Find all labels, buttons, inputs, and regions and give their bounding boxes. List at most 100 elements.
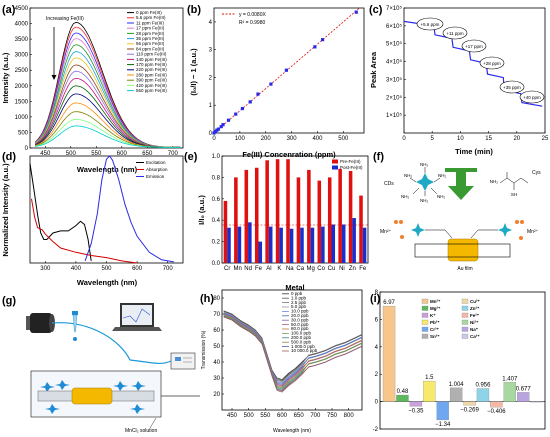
panel-b-points: [212, 8, 360, 135]
x-tick-label: Na: [286, 266, 294, 272]
bar: [517, 392, 530, 402]
y-tick-label: 500: [18, 130, 29, 136]
light-source-icon: [26, 313, 55, 333]
bar: [476, 388, 490, 402]
x-tick-label: 450: [40, 151, 51, 157]
legend-label: 56 ppm Fe(III): [136, 41, 165, 46]
x-tick-label: 100: [235, 136, 246, 142]
legend-label: Mg²⁺: [430, 306, 441, 311]
legend-label: 170 ppm Fe(III): [136, 62, 167, 67]
legend-label: 500.0 ppb: [291, 339, 312, 344]
y-tick-label: 0.0: [212, 261, 221, 267]
bar: [223, 200, 228, 263]
step-label: +40 ppm: [523, 95, 541, 100]
panel-h-xlabel: Wavelength (nm): [273, 428, 311, 434]
step-label: +17 ppm: [465, 44, 483, 49]
y-tick-label: 0: [25, 146, 29, 152]
bar: [279, 227, 283, 263]
x-tick-label: Ca: [296, 266, 304, 272]
transmission-line: [223, 315, 363, 391]
bar: [530, 401, 543, 403]
cds-label: CDs: [384, 181, 394, 187]
y-tick-label: 2: [209, 75, 213, 81]
x-tick-label: Fe: [359, 266, 367, 272]
y-tick-label: 6×10⁵: [386, 23, 403, 30]
y-tick-label: 3: [209, 48, 213, 54]
panel-i-bars: 6.97 0.48 −0.35 1.5 −1.34 1.004 −0.269 0.956 −0.…: [382, 300, 543, 428]
step-label: +5.6 ppm: [421, 22, 440, 27]
y-tick-label: 1×10⁵: [386, 112, 403, 119]
x-tick-label: 800: [344, 413, 355, 419]
legend-label: Na⁺: [470, 327, 479, 332]
x-tick-label: Zn: [349, 266, 356, 272]
x-tick-label: 300: [287, 136, 298, 142]
data-point: [240, 106, 245, 111]
panel-c: (c) 0 5 10 15 20 25 1×10⁵ 2×10⁵ 3×10⁵ 4×10⁵ 5×10⁵ 6…: [369, 4, 549, 156]
x-tick-label: 0: [212, 136, 216, 142]
y-tick-label: 1000: [15, 115, 29, 121]
panel-a: (a) 450 500 550 600 650 700 0 500 1000 1500 2000 25…: [1, 4, 184, 174]
legend-label: Zn²⁺: [470, 306, 480, 311]
x-tick-label: 400: [71, 266, 82, 272]
y-tick-label: 0.4: [212, 218, 221, 224]
spectrometer-icon: [170, 352, 196, 370]
panel-b-frame: [213, 7, 365, 134]
panel-a-ticks: 450 500 550 600 650 700 0 500 1000 1500 2000 2500 30…: [15, 6, 179, 157]
legend-label: 0 ppm Fe(III): [136, 10, 162, 15]
data-point: [313, 45, 317, 49]
green-down-arrow-icon: [445, 168, 477, 200]
panel-h-curves: [223, 310, 363, 393]
mn-ion-label-left: Mn²⁺: [380, 229, 392, 235]
step-bubble: [442, 26, 468, 40]
panel-b-r2: R² = 0.9980: [239, 20, 265, 26]
panel-d-legend: Excitation Absorption Emission: [136, 160, 168, 179]
au-film-segment: [71, 387, 113, 405]
x-tick-label: Ni: [339, 266, 345, 272]
value-label: 1.004: [449, 382, 465, 388]
bar: [490, 401, 503, 408]
panel-c-ylabel: Peak Area: [369, 51, 378, 88]
panel-c-frame: [403, 7, 546, 134]
au-film-label: Au film: [457, 266, 472, 272]
y-tick-label: 6: [375, 317, 379, 323]
panel-i: (i) -2 0 2 4 6 8 6.97 0.48 −0.35 1.5 −1.34 1.004 −0…: [370, 290, 546, 433]
x-tick-label: Cr: [224, 266, 230, 272]
panel-e-xlabel: Metal: [285, 283, 304, 292]
y-tick-label: 3×10⁵: [386, 76, 403, 83]
orange-mn-ions: [394, 220, 524, 240]
panel-a-arrowhead: [51, 75, 57, 80]
step-bubble: [519, 90, 545, 104]
y-tick-label: 1.0: [212, 154, 221, 160]
panel-a-ylabel: Intensity (a.u.): [1, 52, 10, 103]
x-tick-label: K: [277, 266, 281, 272]
carbon-dot-icon-left: [411, 223, 425, 237]
legend-label: Pre-Fe(III): [340, 159, 361, 164]
legend-label: Sn²⁺: [430, 334, 440, 339]
x-tick-label: 750: [327, 413, 338, 419]
panel-d-ylabel: Normalized Intensity (a.u.): [1, 163, 10, 257]
x-tick-label: Fe: [255, 266, 263, 272]
data-point: [219, 125, 223, 129]
legend-label: 140 ppm Fe(III): [136, 57, 167, 62]
legend-swatch: [421, 333, 429, 339]
spectrum-line: [35, 118, 181, 148]
panel-c-label: (c): [369, 4, 383, 16]
legend-label: 100.0 ppb: [291, 331, 312, 336]
legend-swatch: [421, 312, 429, 318]
y-tick-label: 4000: [15, 22, 29, 28]
bar: [449, 387, 463, 402]
nh2-label: NH₂: [401, 194, 409, 199]
x-tick-label: Nd: [244, 266, 252, 272]
spectrum-line: [31, 198, 138, 264]
y-tick-label: 2: [375, 372, 379, 378]
bar: [503, 382, 516, 402]
cys-sh-label: SH: [511, 192, 517, 197]
legend-label: Mn²⁺: [430, 299, 441, 304]
legend-label: 390 ppm Fe(III): [136, 78, 167, 83]
legend-label: 28 ppm Fe(III): [136, 31, 165, 36]
bar: [289, 228, 294, 263]
bar: [258, 241, 263, 263]
panel-d-curves: [29, 155, 174, 264]
x-tick-label: 650: [294, 413, 305, 419]
panel-b: (b) 0 100 200 300 400 500 0 1 2 3 4 y = 0.0080X R²…: [187, 4, 365, 159]
